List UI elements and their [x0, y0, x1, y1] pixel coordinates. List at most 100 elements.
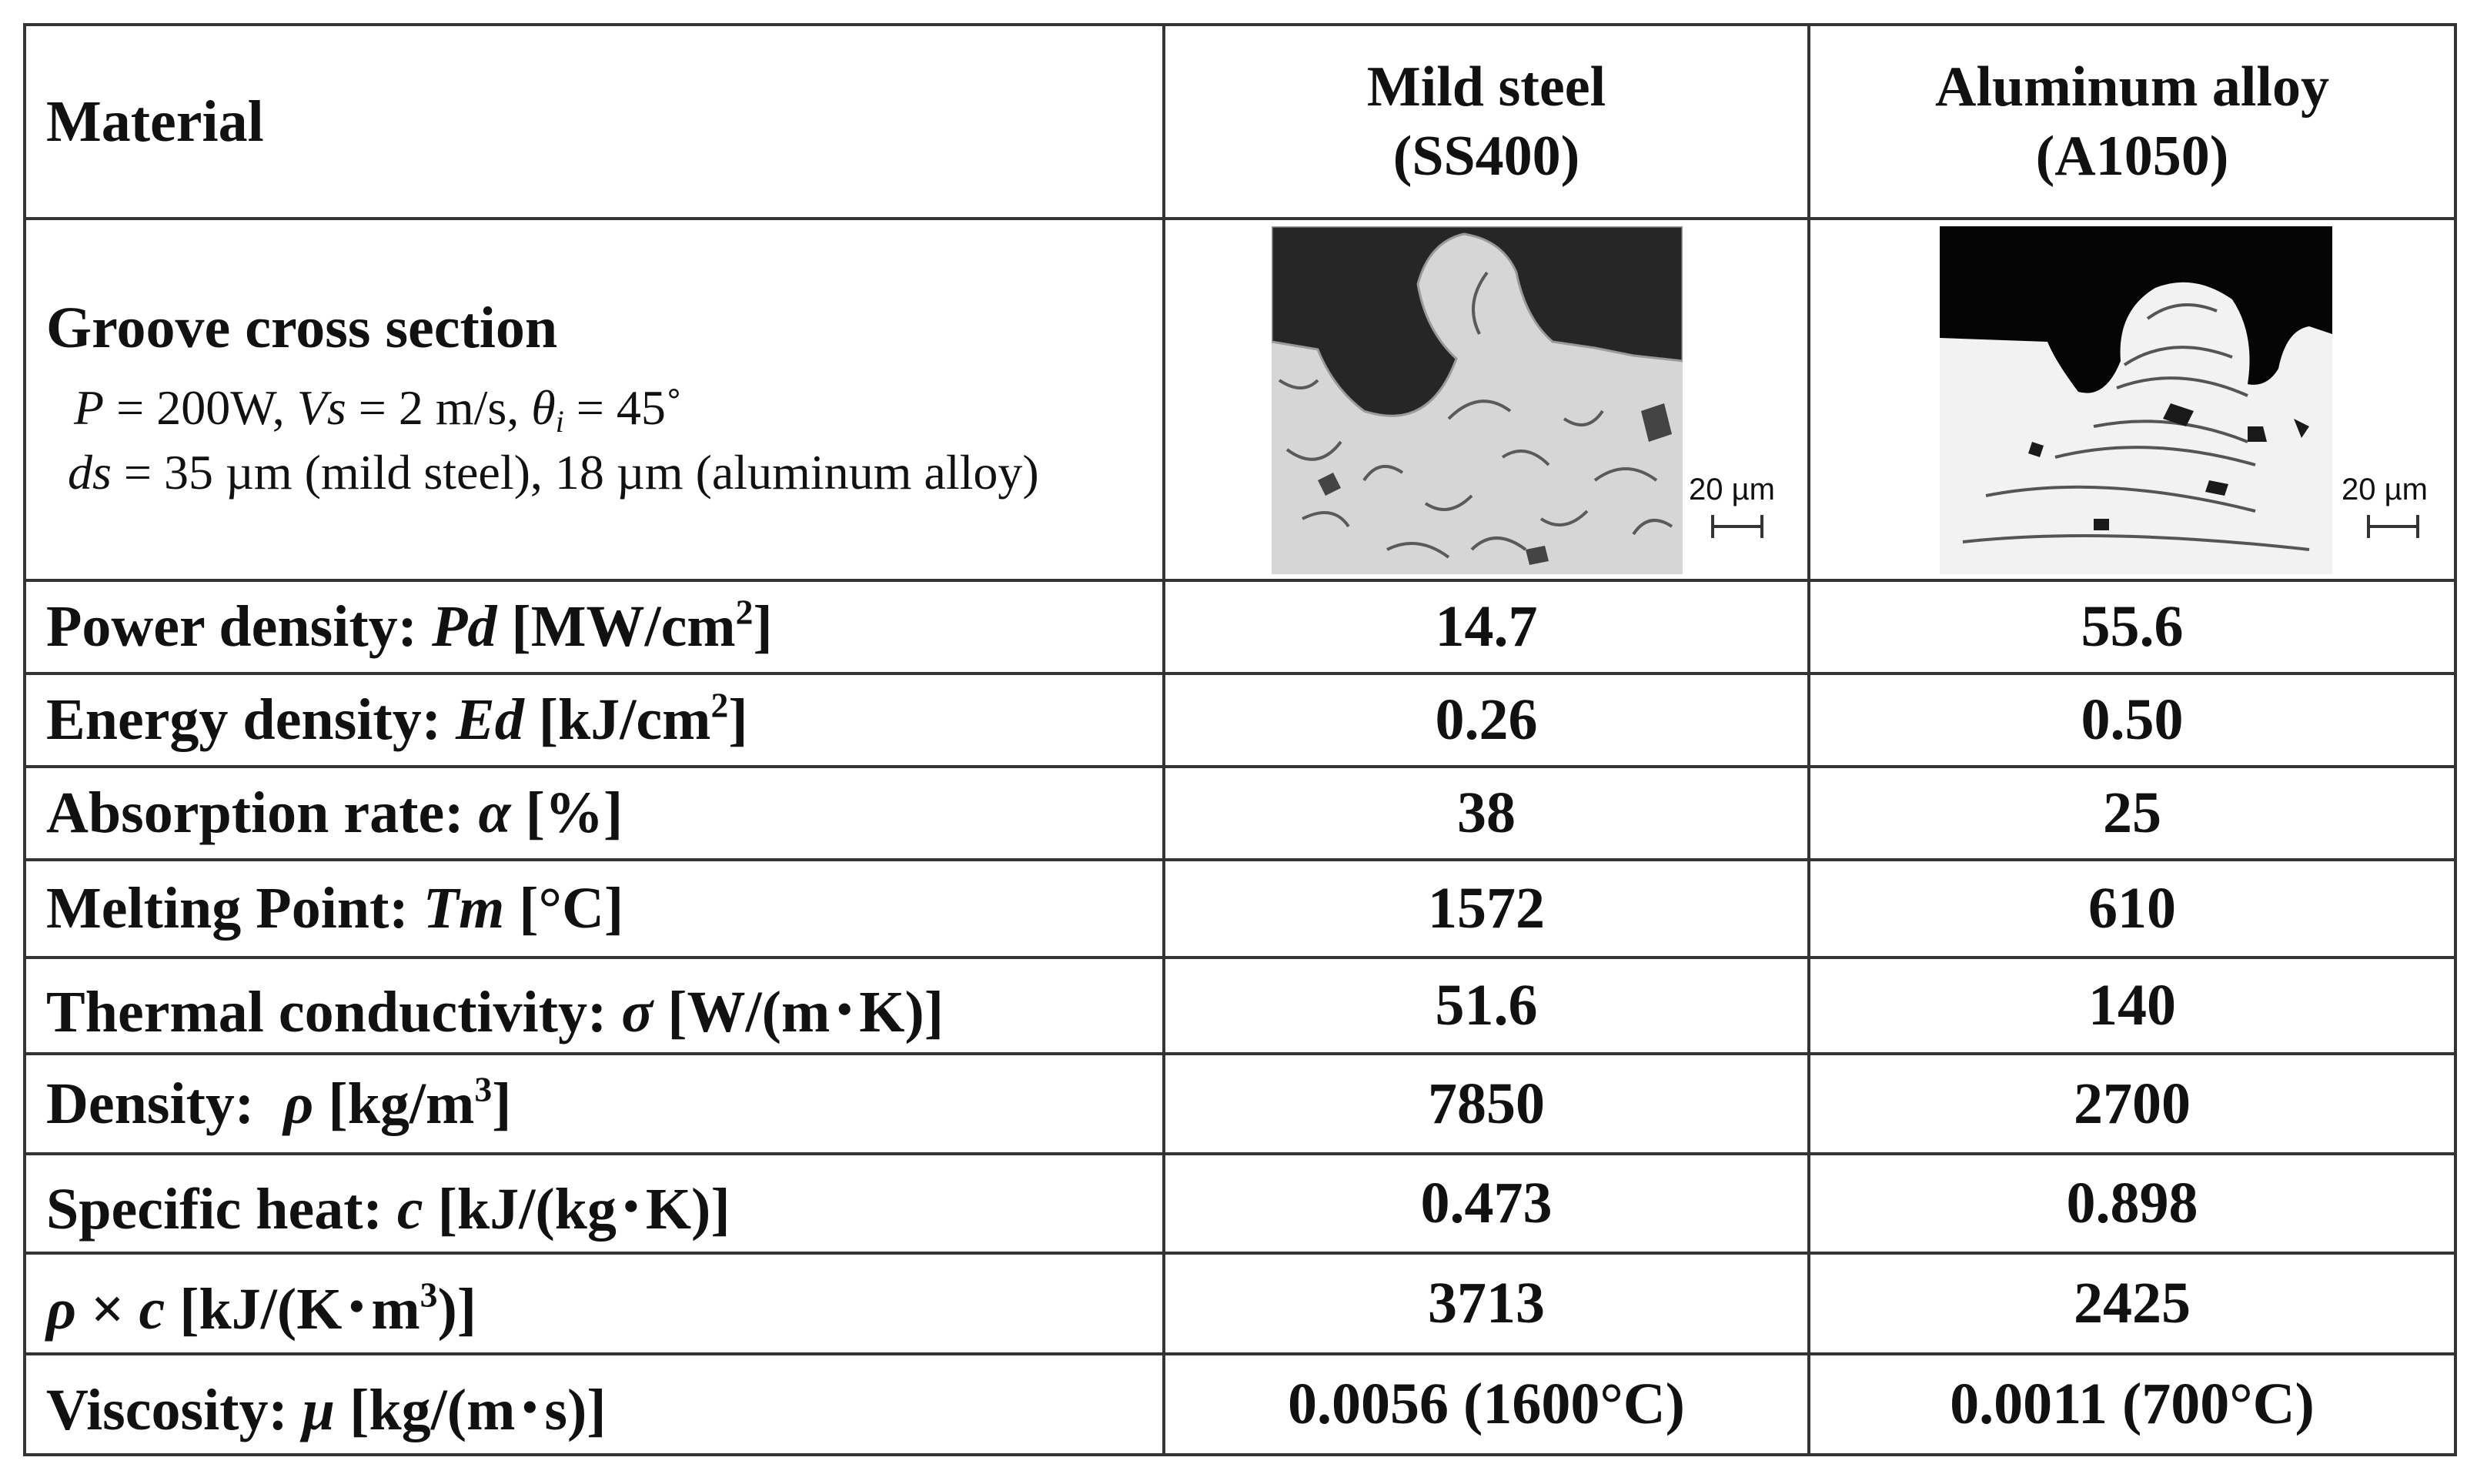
- param-p-symbol: P: [74, 380, 105, 436]
- groove-label-cell: Groove cross section P = 200W, Vs = 2 m/…: [23, 217, 1165, 583]
- absorption-rate-symbol: α: [478, 780, 511, 846]
- rho-c-symbol-c: c: [139, 1277, 165, 1342]
- power-density-unit-end: ]: [753, 594, 773, 660]
- rho-c-unit-end: )]: [437, 1277, 477, 1342]
- rho-c-unit-exp: 3: [420, 1275, 438, 1315]
- specific-heat-label: Specific heat: c [kJ/(kg･K)]: [23, 1151, 1165, 1255]
- mild-steel-micrograph-cell: 20 µm: [1162, 217, 1810, 583]
- groove-ds: ds = 35 µm (mild steel), 18 µm (aluminum…: [46, 440, 1162, 504]
- viscosity-alu: 0.0011 (700°C): [1807, 1352, 2457, 1457]
- material-properties-table: Material Mild steel (SS400) Aluminum all…: [23, 22, 2457, 1457]
- rho-c-steel: 3713: [1162, 1251, 1810, 1355]
- thermal-conductivity-label: Thermal conductivity: σ [W/(m･K)]: [23, 956, 1165, 1056]
- density-alu: 2700: [1807, 1052, 2457, 1155]
- param-vs-symbol: Vs: [296, 380, 346, 436]
- aluminum-scale-label: 20 µm: [2342, 473, 2428, 507]
- material-header-cell: Material: [23, 22, 1165, 221]
- mild-steel-code: (SS400): [1392, 125, 1580, 189]
- viscosity-label: Viscosity: μ [kg/(m･s)]: [23, 1352, 1165, 1457]
- material-header-label: Material: [46, 89, 264, 154]
- energy-density-unit-end: ]: [728, 687, 748, 753]
- density-symbol: ρ: [283, 1071, 314, 1136]
- rho-c-unit: [kJ/(K･m: [165, 1277, 420, 1342]
- rho-c-symbol-rho: ρ: [46, 1277, 77, 1342]
- thermal-conductivity-steel: 51.6: [1162, 956, 1810, 1056]
- mild-steel-header: Mild steel (SS400): [1162, 22, 1810, 221]
- density-row: Density: ρ [kg/m3] 7850 2700: [23, 1052, 2457, 1155]
- absorption-rate-alu: 25: [1807, 765, 2457, 862]
- param-theta-sub: i: [555, 405, 564, 440]
- power-density-unit: [MW/cm: [496, 594, 736, 660]
- specific-heat-alu: 0.898: [1807, 1151, 2457, 1255]
- melting-point-alu: 610: [1807, 858, 2457, 960]
- melting-point-steel: 1572: [1162, 858, 1810, 960]
- mild-steel-micrograph: [1272, 226, 1683, 575]
- thermal-conductivity-unit: [W/(m･K)]: [653, 979, 944, 1044]
- thermal-conductivity-symbol: σ: [621, 979, 654, 1044]
- melting-point-text: Melting Point:: [46, 876, 423, 941]
- melting-point-unit: [°C]: [504, 876, 624, 941]
- rho-c-label: ρ × c [kJ/(K･m3)]: [23, 1251, 1165, 1355]
- groove-params: P = 200W, Vs = 2 m/s, θi = 45˚: [46, 376, 1162, 440]
- ds-value: = 35 µm (mild steel), 18 µm (aluminum al…: [111, 444, 1039, 500]
- energy-density-unit-exp: 2: [710, 685, 729, 725]
- aluminum-alloy-header: Aluminum alloy (A1050): [1807, 22, 2457, 221]
- power-density-row: Power density: Pd [MW/cm2] 14.7 55.6: [23, 579, 2457, 676]
- absorption-rate-unit: [%]: [510, 780, 623, 846]
- density-label: Density: ρ [kg/m3]: [23, 1052, 1165, 1155]
- viscosity-symbol: μ: [302, 1378, 336, 1443]
- rho-c-times: ×: [76, 1277, 139, 1342]
- energy-density-label: Energy density: Ed [kJ/cm2]: [23, 672, 1165, 769]
- specific-heat-row: Specific heat: c [kJ/(kg･K)] 0.473 0.898: [23, 1151, 2457, 1255]
- melting-point-label: Melting Point: Tm [°C]: [23, 858, 1165, 960]
- density-unit: [kg/m: [313, 1071, 475, 1136]
- thermal-conductivity-alu: 140: [1807, 956, 2457, 1056]
- power-density-unit-exp: 2: [735, 592, 754, 632]
- power-density-text: Power density:: [46, 594, 432, 660]
- absorption-rate-row: Absorption rate: α [%] 38 25: [23, 765, 2457, 862]
- aluminum-alloy-code: (A1050): [2035, 125, 2229, 189]
- viscosity-steel: 0.0056 (1600°C): [1162, 1352, 1810, 1457]
- energy-density-alu: 0.50: [1807, 672, 2457, 769]
- aluminum-micrograph-cell: 20 µm: [1807, 217, 2457, 583]
- header-row: Material Mild steel (SS400) Aluminum all…: [23, 22, 2457, 221]
- groove-row: Groove cross section P = 200W, Vs = 2 m/…: [23, 217, 2457, 583]
- specific-heat-symbol: c: [396, 1177, 423, 1242]
- specific-heat-unit: [kJ/(kg･K)]: [423, 1177, 730, 1242]
- viscosity-text: Viscosity:: [46, 1378, 303, 1443]
- energy-density-row: Energy density: Ed [kJ/cm2] 0.26 0.50: [23, 672, 2457, 769]
- mild-steel-scale-label: 20 µm: [1689, 473, 1775, 507]
- param-theta-symbol: θ: [531, 380, 556, 436]
- energy-density-unit: [kJ/cm: [523, 687, 711, 753]
- thermal-conductivity-row: Thermal conductivity: σ [W/(m･K)] 51.6 1…: [23, 956, 2457, 1056]
- param-vs-value: = 2 m/s,: [346, 380, 532, 436]
- density-unit-end: ]: [492, 1071, 512, 1136]
- absorption-rate-text: Absorption rate:: [46, 780, 479, 846]
- aluminum-scale-bar: [2367, 515, 2419, 539]
- aluminum-alloy-name: Aluminum alloy: [1935, 55, 2329, 119]
- param-theta-value: = 45˚: [563, 380, 683, 436]
- energy-density-symbol: Ed: [456, 687, 524, 753]
- power-density-symbol: Pd: [431, 594, 497, 660]
- viscosity-unit: [kg/(m･s)]: [335, 1378, 607, 1443]
- density-text: Density:: [46, 1071, 284, 1136]
- viscosity-row: Viscosity: μ [kg/(m･s)] 0.0056 (1600°C) …: [23, 1352, 2457, 1457]
- aluminum-micrograph: [1940, 226, 2332, 575]
- melting-point-symbol: Tm: [423, 876, 505, 941]
- absorption-rate-steel: 38: [1162, 765, 1810, 862]
- mild-steel-scale-bar: [1711, 515, 1763, 539]
- power-density-steel: 14.7: [1162, 579, 1810, 676]
- ds-symbol: ds: [68, 444, 112, 500]
- mild-steel-name: Mild steel: [1366, 55, 1606, 119]
- thermal-conductivity-text: Thermal conductivity:: [46, 979, 622, 1044]
- power-density-label: Power density: Pd [MW/cm2]: [23, 579, 1165, 676]
- energy-density-steel: 0.26: [1162, 672, 1810, 769]
- rho-c-row: ρ × c [kJ/(K･m3)] 3713 2425: [23, 1251, 2457, 1355]
- density-steel: 7850: [1162, 1052, 1810, 1155]
- specific-heat-text: Specific heat:: [46, 1177, 397, 1242]
- rho-c-alu: 2425: [1807, 1251, 2457, 1355]
- energy-density-text: Energy density:: [46, 687, 456, 753]
- density-unit-exp: 3: [474, 1069, 493, 1109]
- absorption-rate-label: Absorption rate: α [%]: [23, 765, 1165, 862]
- melting-point-row: Melting Point: Tm [°C] 1572 610: [23, 858, 2457, 960]
